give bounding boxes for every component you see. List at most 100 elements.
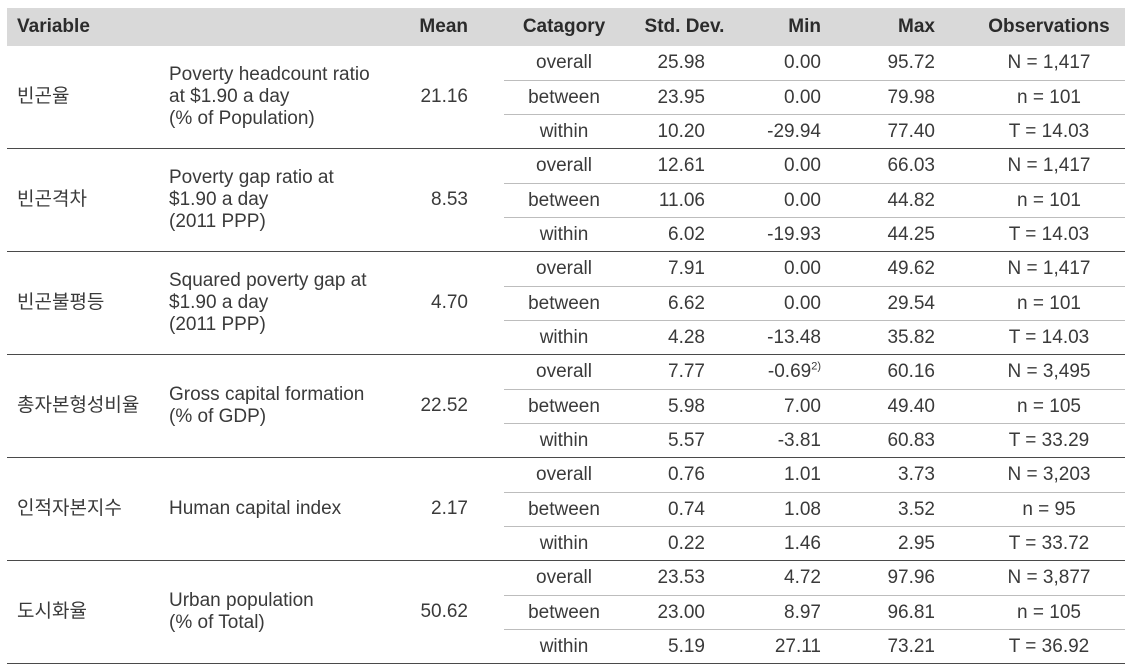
max-cell: 49.40 — [887, 396, 935, 417]
category-cell: between — [528, 499, 600, 520]
observations-cell: N = 3,203 — [1007, 464, 1091, 485]
category-cell: overall — [536, 52, 592, 73]
std-dev-cell: 11.06 — [658, 190, 705, 211]
max-cell: 97.96 — [887, 567, 935, 588]
min-value: 27.11 — [774, 636, 821, 657]
std-dev-cell: 23.00 — [657, 602, 705, 623]
min-cell: 0.00 — [784, 149, 821, 183]
variable-description: Gross capital formation (% of GDP) — [169, 355, 364, 457]
min-cell: 0.00 — [784, 81, 821, 115]
table-row: between 23.95 0.00 79.98 n = 101 — [504, 80, 1125, 115]
min-cell: 8.97 — [784, 596, 821, 630]
min-value: 7.00 — [784, 396, 821, 417]
max-cell: 49.62 — [887, 258, 935, 279]
table-row: between 0.74 1.08 3.52 n = 95 — [504, 492, 1125, 527]
observations-cell: T = 14.03 — [1008, 224, 1090, 245]
min-cell: 0.00 — [784, 46, 821, 80]
category-cell: overall — [536, 258, 592, 279]
description-line: Squared poverty gap at — [169, 270, 367, 291]
variable-group: 인적자본지수 Human capital index 2.17 overall 0.76… — [7, 458, 1125, 561]
variable-korean-name: 빈곤율 — [17, 86, 70, 107]
header-max: Max — [898, 16, 935, 37]
max-cell: 2.95 — [898, 533, 935, 554]
variable-description: Poverty gap ratio at $1.90 a day (2011 PPP… — [169, 149, 334, 251]
min-value: -3.81 — [777, 430, 821, 451]
category-cell: between — [528, 396, 600, 417]
mean-value: 2.17 — [431, 498, 468, 519]
min-value: 1.46 — [784, 533, 821, 554]
min-cell: -0.692) — [768, 355, 821, 389]
header-category: Catagory — [522, 16, 606, 37]
table-row: overall 7.91 0.00 49.62 N = 1,417 — [504, 252, 1125, 286]
variable-korean-name: 인적자본지수 — [17, 498, 122, 519]
description-line: Poverty headcount ratio — [169, 64, 370, 85]
description-line: Human capital index — [169, 498, 342, 519]
category-cell: between — [528, 87, 600, 108]
variable-korean-name: 빈곤불평등 — [17, 292, 105, 313]
category-cell: overall — [536, 464, 592, 485]
variable-description: Human capital index — [169, 458, 341, 560]
min-cell: 1.46 — [784, 527, 821, 561]
max-cell: 60.16 — [887, 361, 935, 382]
description-line: (2011 PPP) — [169, 211, 266, 232]
min-value: 0.00 — [784, 258, 821, 279]
header-mean: Mean — [419, 16, 468, 37]
category-cell: within — [539, 533, 589, 554]
header-variable: Variable — [17, 16, 90, 37]
description-line: $1.90 a day — [169, 189, 269, 210]
std-dev-cell: 25.98 — [657, 52, 705, 73]
category-cell: overall — [536, 567, 592, 588]
table-row: overall 7.77 -0.692) 60.16 N = 3,495 — [504, 355, 1125, 389]
observations-cell: T = 14.03 — [1008, 121, 1090, 142]
description-line: Urban population — [169, 590, 314, 611]
min-value: 8.97 — [784, 602, 821, 623]
std-dev-cell: 5.19 — [668, 636, 705, 657]
observations-cell: n = 105 — [1017, 396, 1081, 417]
min-cell: -19.93 — [767, 218, 821, 252]
min-value: 4.72 — [784, 567, 821, 588]
min-value: 0.00 — [784, 155, 821, 176]
variable-description: Poverty headcount ratio at $1.90 a day (% … — [169, 46, 370, 148]
min-cell: 0.00 — [784, 252, 821, 286]
table-row: within 10.20 -29.94 77.40 T = 14.03 — [504, 114, 1125, 149]
table-row: overall 23.53 4.72 97.96 N = 3,877 — [504, 561, 1125, 595]
footnote-marker: 2) — [811, 360, 821, 373]
observations-cell: T = 33.29 — [1008, 430, 1090, 451]
category-cell: within — [539, 224, 589, 245]
variable-group: 빈곤불평등 Squared poverty gap at $1.90 a day (2… — [7, 252, 1125, 355]
observations-cell: N = 1,417 — [1007, 52, 1091, 73]
std-dev-cell: 6.02 — [668, 224, 705, 245]
category-cell: within — [539, 121, 589, 142]
std-dev-cell: 0.76 — [668, 464, 705, 485]
max-cell: 73.21 — [887, 636, 935, 657]
observations-cell: n = 101 — [1017, 293, 1081, 314]
variable-group: 총자본형성비율 Gross capital formation (% of GDP)… — [7, 355, 1125, 458]
observations-cell: T = 33.72 — [1008, 533, 1090, 554]
category-cell: between — [528, 602, 600, 623]
max-cell: 44.25 — [887, 224, 935, 245]
category-cell: within — [539, 327, 589, 348]
table-row: within 6.02 -19.93 44.25 T = 14.03 — [504, 217, 1125, 252]
category-cell: overall — [536, 361, 592, 382]
description-line: Gross capital formation — [169, 384, 365, 405]
table-row: within 5.19 27.11 73.21 T = 36.92 — [504, 629, 1125, 664]
header-min: Min — [788, 16, 821, 37]
variable-korean-name: 총자본형성비율 — [17, 395, 140, 416]
observations-cell: N = 1,417 — [1007, 258, 1091, 279]
variable-description: Urban population (% of Total) — [169, 561, 314, 663]
max-cell: 29.54 — [887, 293, 935, 314]
std-dev-cell: 5.57 — [668, 430, 705, 451]
table-row: between 23.00 8.97 96.81 n = 105 — [504, 595, 1125, 630]
observations-cell: T = 36.92 — [1008, 636, 1090, 657]
variable-group: 도시화율 Urban population (% of Total) 50.62 ove… — [7, 561, 1125, 664]
variable-korean-name: 빈곤격차 — [17, 189, 87, 210]
description-line: at $1.90 a day — [169, 86, 290, 107]
observations-cell: N = 3,877 — [1007, 567, 1091, 588]
table-row: overall 0.76 1.01 3.73 N = 3,203 — [504, 458, 1125, 492]
max-cell: 79.98 — [887, 87, 935, 108]
observations-cell: T = 14.03 — [1008, 327, 1090, 348]
min-value: 0.00 — [784, 52, 821, 73]
max-cell: 95.72 — [887, 52, 935, 73]
variable-description: Squared poverty gap at $1.90 a day (2011 P… — [169, 252, 367, 354]
variable-group: 빈곤율 Poverty headcount ratio at $1.90 a day… — [7, 46, 1125, 149]
